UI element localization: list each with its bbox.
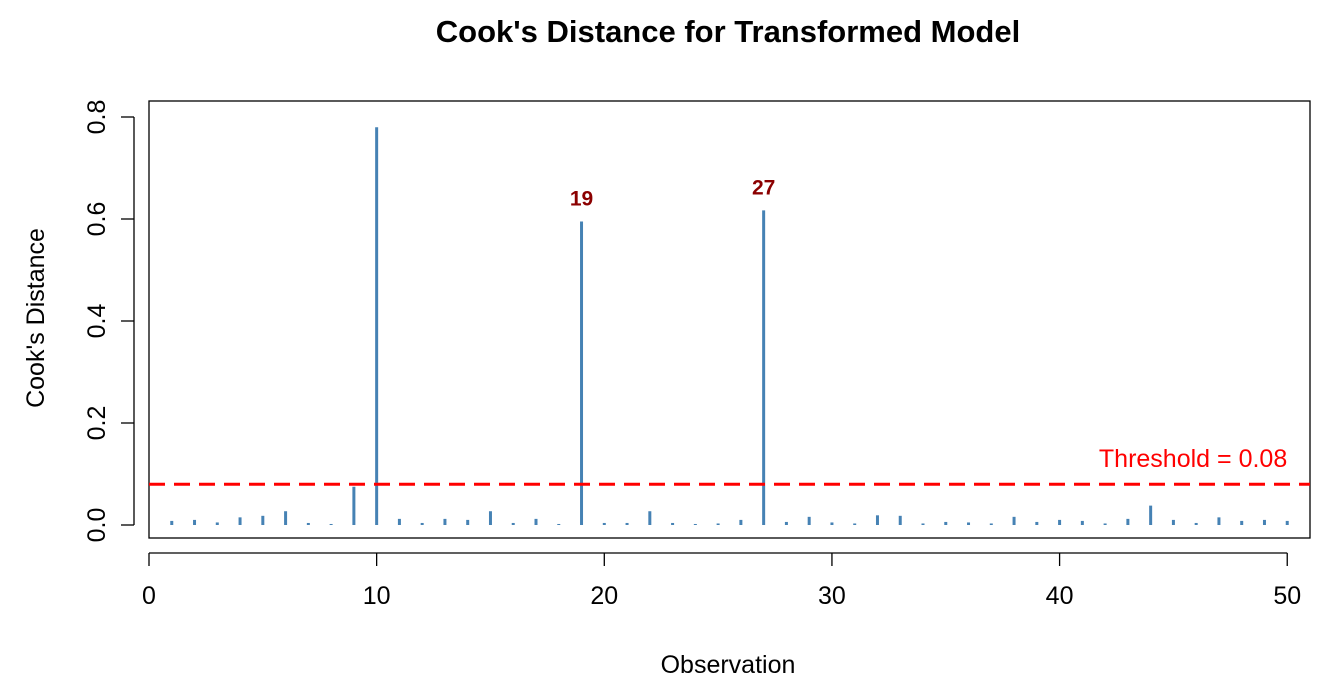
y-tick-label: 0.4 xyxy=(83,304,111,339)
y-axis: 0.0 0.2 0.4 0.6 0.8 xyxy=(83,100,135,543)
threshold-label: Threshold = 0.08 xyxy=(1099,445,1287,473)
x-tick-label: 30 xyxy=(818,582,846,610)
plot-frame xyxy=(148,100,1311,539)
point-label: 27 xyxy=(752,176,775,199)
bar-series xyxy=(170,127,1289,525)
x-tick-label: 10 xyxy=(363,582,391,610)
y-tick-label: 0.2 xyxy=(83,406,111,441)
y-axis-label: Cook's Distance xyxy=(22,228,50,408)
point-annotations: 19 27 xyxy=(570,176,775,210)
x-tick-label: 40 xyxy=(1046,582,1074,610)
y-tick-label: 0.0 xyxy=(83,508,111,543)
y-tick-label: 0.8 xyxy=(83,100,111,135)
x-axis-label: Observation xyxy=(661,651,796,679)
point-label: 19 xyxy=(570,188,593,211)
y-tick-label: 0.6 xyxy=(83,202,111,237)
x-tick-label: 50 xyxy=(1273,582,1301,610)
chart-title: Cook's Distance for Transformed Model xyxy=(436,14,1020,49)
x-tick-label: 0 xyxy=(142,582,156,610)
x-axis: 0 10 20 30 40 50 xyxy=(142,552,1301,610)
threshold-group: Threshold = 0.08 xyxy=(149,445,1310,486)
x-tick-label: 20 xyxy=(590,582,618,610)
